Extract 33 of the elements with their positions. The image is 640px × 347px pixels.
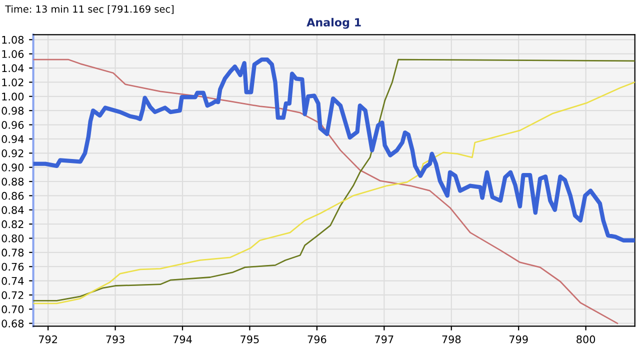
y-tick-label: 1.00 — [2, 92, 24, 101]
x-tick-label: 792 — [38, 335, 57, 344]
x-tick-label: 796 — [308, 335, 326, 344]
y-tick-label: 0.76 — [2, 262, 24, 271]
y-tick-label: 0.80 — [2, 234, 24, 242]
x-tick-label: 799 — [510, 335, 528, 344]
line-series — [33, 57, 635, 242]
y-tick-label: 0.70 — [2, 305, 24, 314]
y-tick-label: 1.08 — [2, 36, 24, 44]
y-tick-label: 0.90 — [2, 164, 24, 172]
x-tick-label: 800 — [576, 335, 596, 344]
y-tick-label: 0.98 — [2, 106, 24, 115]
y-tick-label: 0.92 — [2, 149, 24, 158]
y-tick-label: 1.06 — [2, 50, 24, 58]
x-tick-label: 794 — [173, 335, 192, 344]
chart-title: Analog 1 — [306, 18, 361, 29]
y-tick-label: 1.04 — [2, 64, 24, 72]
y-tick-label: 0.82 — [2, 220, 24, 228]
y-tick-label: 1.02 — [2, 78, 24, 86]
y-tick-label: 0.94 — [2, 135, 24, 144]
text: Time: 13 min 11 sec [791.169 sec] — [5, 5, 174, 14]
y-tick-label: 0.72 — [2, 291, 24, 300]
x-tick-label: 798 — [442, 335, 461, 344]
y-tick-label: 0.84 — [2, 206, 24, 214]
y-tick-label: 0.74 — [2, 277, 24, 285]
y-tick-label: 0.86 — [2, 192, 24, 200]
y-tick-label: 0.88 — [2, 178, 24, 186]
y-tick-label: 0.68 — [2, 320, 24, 328]
y-tick-label: 0.96 — [2, 120, 24, 129]
x-tick-label: 797 — [375, 335, 394, 344]
x-tick-label: 793 — [106, 335, 124, 344]
y-tick-label: 0.78 — [2, 248, 24, 257]
x-tick-label: 795 — [240, 335, 259, 344]
